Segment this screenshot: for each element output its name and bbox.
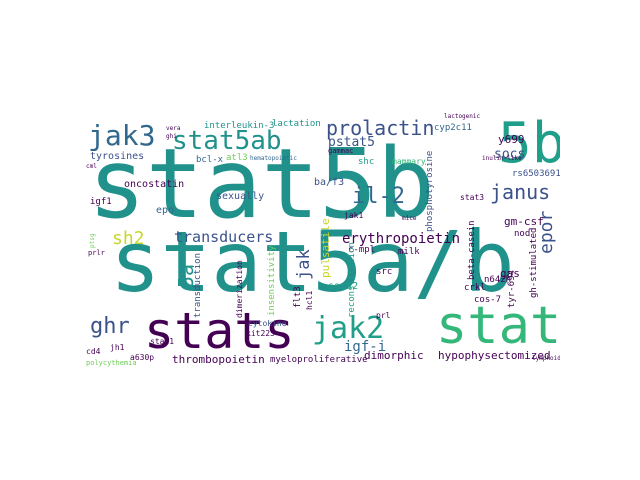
word-polycythemia: polycythemia [86,359,137,367]
word-cytokine: cytokine [248,319,287,328]
word-stat5a-b: stat5a/b [110,213,515,311]
word-insensitivity: insensitivity [267,245,277,316]
word-transducers: transducers [174,228,274,246]
word-socs: socs [494,147,526,162]
word-hcl1: hcl1 [305,290,314,310]
word-lactation: lactation [272,119,321,129]
word-myeloproliferative: myeloproliferative [270,355,368,365]
word-atl3: atl3 [226,153,248,163]
word-n642h: n642h [484,275,512,285]
word-erythropoietin: erythropoietin [342,231,461,247]
word-cloud: stat5b stat5a/b stats stat5 5b jak2 jak3… [80,108,560,370]
word-il-2: il-2 [352,184,405,209]
word-gh-stimulated: gh-stimulated [529,227,539,298]
word-ba-f3: ba/f3 [314,177,345,188]
word-shc: shc [358,157,375,167]
word-stats: stats [144,302,295,360]
word-prl: prl [376,311,391,320]
word-cd4: cd4 [86,347,101,356]
word-igf1: igf1 [90,197,112,207]
word-stat5ab: stat5ab [172,126,282,156]
word-jak3: jak3 [88,119,156,152]
word-jak1: jak1 [344,211,364,220]
word-gm-csf: gm-csf [504,215,544,228]
word-nod: nod [514,229,531,239]
word-lymphoid: lymphoid [532,355,560,362]
word-jak2: jak2 [312,311,385,346]
word-igf-i: igf-i [344,339,387,355]
word-gammac: gammac [328,147,354,155]
word-crkl: crkl [464,283,486,293]
word-stat5: stat5 [436,296,560,356]
word-ghi: ghi [166,133,177,140]
word-inulin-like: inulin-like [482,155,522,162]
word-dimerization: dimerization [235,260,244,318]
word-hematopoietic: hematopoietic [250,155,297,162]
word-lactogenic: lactogenic [444,113,481,120]
word-phosphotyrosine: phosphotyrosine [425,150,435,232]
word-epo: epo [156,205,175,216]
word-stat1: stat1 [150,337,175,346]
word-prolactin: prolactin [326,116,435,140]
word-cyp2c11: cyp2c11 [434,123,472,133]
word-reconstitution: reconstitution [347,242,357,318]
word-mice: mice [402,215,417,222]
word-prlr: prlr [88,249,105,257]
word-thrombopoietin: thrombopoietin [172,353,265,366]
word-stat5b: stat5b [88,128,435,240]
word-beta-casein: beta-casein [467,220,477,280]
word-transduction: transduction [193,252,203,318]
word-5b: 5b [498,111,560,176]
word-oncostatin: oncostatin [124,179,185,190]
word-ghr: ghr [90,314,130,339]
word-pulsatile: pulsatile [319,218,332,278]
word-cos-7: cos-7 [474,295,502,305]
word-milk: milk [398,247,420,257]
word-mammary: mammary [392,157,426,166]
word-cml: cml [86,163,97,170]
word-ptsg: ptsg [89,233,96,248]
word-kit225: kit225 [246,329,275,338]
word-pstat5: pstat5 [328,135,375,150]
word-dimorphic: dimorphic [364,349,424,362]
word-tyrosines: tyrosines [90,151,145,162]
word-sh2: sh2 [112,228,145,249]
word-src: src [376,267,393,277]
word-vera: vera [166,125,181,132]
word-janus: janus [490,180,551,204]
word-c-mpl: c-mpl [348,245,376,255]
word-hypophysectomized: hypophysectomized [438,349,551,362]
word-jh1: jh1 [110,343,125,352]
word-a630p: a630p [130,353,155,362]
word-bcl-x: bcl-x [196,155,224,165]
word-jak: jak [294,249,314,280]
word-sexually: sexually [216,191,265,202]
word-gas: gas [500,267,520,280]
word-flt3: flt3 [293,286,303,308]
word-socs2: socs2 [328,281,359,292]
word-stat3: stat3 [460,193,485,202]
word-interleukin-3: interleukin-3 [204,121,275,131]
word-rs6503691: rs6503691 [512,169,560,179]
word-y699: y699 [498,133,525,146]
